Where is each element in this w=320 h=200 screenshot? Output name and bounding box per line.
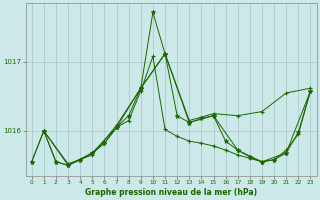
X-axis label: Graphe pression niveau de la mer (hPa): Graphe pression niveau de la mer (hPa) (85, 188, 257, 197)
